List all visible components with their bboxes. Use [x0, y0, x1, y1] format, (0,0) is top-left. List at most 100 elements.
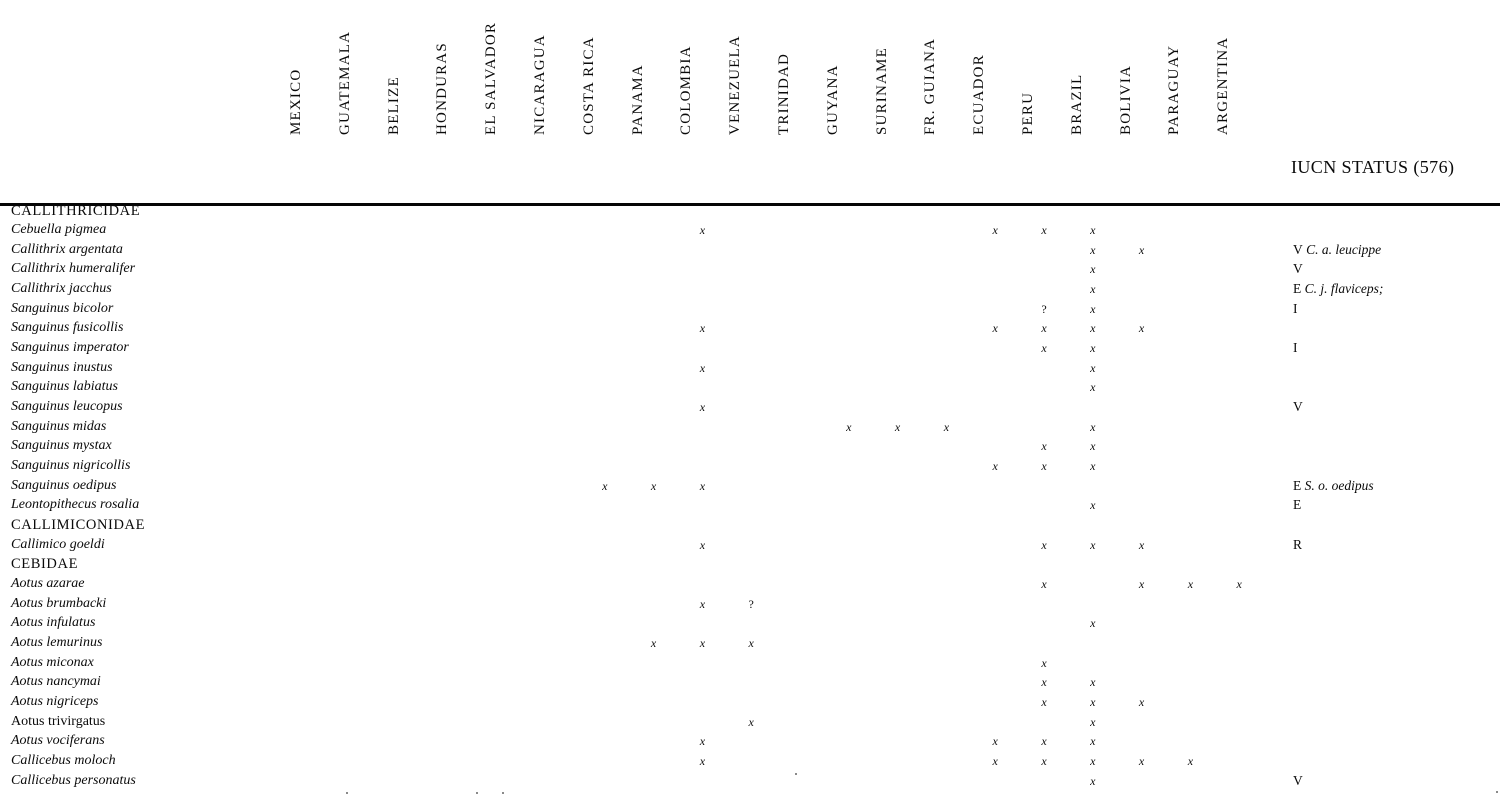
species-name-sanguinus-oedipus: Sanguinus oedipus: [11, 477, 117, 493]
country-header-nicaragua: NICARAGUA: [532, 34, 548, 135]
species-name-aotus-vociferans: Aotus vociferans: [11, 733, 105, 749]
uncertain-mark-aotus-brumbacki-venezuela: ?: [748, 596, 754, 611]
table-header-rule: [0, 203, 1500, 206]
species-name-sanguinus-mystax: Sanguinus mystax: [11, 438, 112, 454]
species-name-aotus-miconax: Aotus miconax: [11, 654, 94, 670]
family-name-cebidae: CEBIDAE: [11, 556, 79, 573]
iucn-status-code: I: [1293, 340, 1298, 356]
country-header-peru: PERU: [1020, 91, 1036, 135]
presence-mark-aotus-infulatus-brazil: x: [1090, 616, 1096, 631]
presence-mark-sanguinus-midas-suriname: x: [894, 419, 901, 434]
presence-mark-sanguinus-labiatus-brazil: x: [1090, 380, 1096, 395]
species-name-aotus-nancymai: Aotus nancymai: [11, 674, 101, 690]
presence-mark-aotus-nigriceps-brazil: x: [1090, 695, 1096, 709]
presence-mark-cebuella-pigmea-peru: x: [1041, 223, 1047, 238]
presence-mark-aotus-lemurinus-venezuela: x: [748, 636, 754, 651]
presence-mark-sanguinus-midas-fr-guiana: x: [943, 419, 950, 434]
country-header-guatemala: GUATEMALA: [336, 30, 353, 135]
species-name-aotus-nigriceps: Aotus nigriceps: [11, 694, 99, 709]
country-header-argentina: ARGENTINA: [1215, 36, 1232, 135]
species-name-sanguinus-fusicollis: Sanguinus fusicollis: [11, 320, 124, 336]
iucn-status-code: E: [1293, 497, 1302, 513]
presence-mark-leontopithecus-rosalia-brazil: x: [1090, 498, 1096, 513]
presence-mark-callicebus-personatus-brazil: x: [1090, 773, 1096, 788]
species-name-aotus-azarae: Aotus azarae: [11, 576, 85, 592]
species-name-sanguinus-nigricollis: Sanguinus nigricollis: [11, 458, 131, 474]
presence-mark-sanguinus-leucopus-colombia: x: [699, 400, 706, 415]
presence-mark-sanguinus-fusicollis-brazil: x: [1090, 321, 1096, 336]
species-name-aotus-infulatus: Aotus infulatus: [11, 615, 96, 631]
species-name-sanguinus-labiatus: Sanguinus labiatus: [11, 379, 118, 395]
presence-mark-callicebus-moloch-brazil: x: [1090, 753, 1096, 768]
presence-mark-sanguinus-inustus-brazil: x: [1090, 360, 1096, 375]
iucn-status-sanguinus-imperator: I: [1293, 340, 1298, 356]
country-header-bolivia: BOLIVIA: [1117, 64, 1134, 135]
country-header-guyana: GUYANA: [824, 64, 841, 135]
presence-mark-callimico-goeldi-brazil: x: [1090, 537, 1096, 552]
species-name-callithrix-jacchus: Callithrix jacchus: [11, 281, 112, 297]
country-header-colombia: COLOMBIA: [678, 45, 695, 135]
iucn-status-code: V: [1293, 772, 1303, 788]
presence-mark-sanguinus-oedipus-costa-rica: x: [602, 478, 608, 493]
presence-mark-callicebus-moloch-ecuador: x: [992, 753, 998, 768]
presence-mark-sanguinus-fusicollis-peru: x: [1041, 321, 1047, 336]
presence-mark-aotus-lemurinus-colombia: x: [699, 636, 706, 651]
presence-mark-callimico-goeldi-bolivia: x: [1138, 537, 1145, 552]
iucn-status-code: E: [1293, 281, 1302, 297]
species-name-callithrix-humeralifer: Callithrix humeralifer: [11, 261, 136, 277]
species-name-aotus-lemurinus: Aotus lemurinus: [11, 635, 103, 651]
family-name-callithricidae: CALLITHRICIDAE: [11, 202, 141, 219]
species-name-sanguinus-leucopus: Sanguinus leucopus: [11, 399, 123, 415]
presence-mark-aotus-brumbacki-colombia: x: [699, 596, 706, 611]
species-name-callicebus-moloch: Callicebus moloch: [11, 752, 116, 768]
presence-mark-callicebus-moloch-colombia: x: [699, 753, 706, 768]
country-header-trinidad: TRINIDAD: [776, 52, 792, 135]
iucn-status-callithrix-jacchus: E C. j. flaviceps;: [1293, 281, 1383, 297]
uncertain-mark-sanguinus-bicolor-peru: ?: [1041, 301, 1047, 316]
species-name-callithrix-argentata: Callithrix argentata: [11, 241, 123, 257]
iucn-status-callicebus-personatus: V: [1293, 773, 1303, 789]
presence-mark-aotus-azarae-paraguay: x: [1187, 577, 1194, 592]
iucn-status-code: V: [1293, 261, 1303, 277]
species-name-aotus-brumbacki: Aotus brumbacki: [11, 595, 107, 611]
country-header-fr-guiana: FR. GUIANA: [922, 37, 939, 135]
presence-mark-aotus-nancymai-brazil: x: [1090, 675, 1096, 690]
presence-mark-sanguinus-fusicollis-colombia: x: [699, 321, 706, 336]
presence-mark-cebuella-pigmea-ecuador: x: [992, 223, 998, 238]
presence-mark-cebuella-pigmea-brazil: x: [1090, 223, 1096, 238]
presence-mark-sanguinus-oedipus-colombia: x: [699, 478, 706, 493]
country-header-costa-rica: COSTA RICA: [580, 36, 597, 135]
species-name-leontopithecus-rosalia: Leontopithecus rosalia: [11, 497, 140, 513]
presence-mark-aotus-lemurinus-panama: x: [650, 636, 657, 651]
presence-mark-aotus-miconax-peru: x: [1041, 655, 1047, 670]
presence-mark-sanguinus-mystax-brazil: x: [1090, 439, 1096, 454]
presence-mark-sanguinus-oedipus-panama: x: [650, 478, 657, 493]
scan-noise-speck: [795, 773, 797, 775]
presence-mark-callicebus-moloch-peru: x: [1041, 753, 1047, 768]
presence-mark-sanguinus-fusicollis-ecuador: x: [992, 321, 998, 336]
species-name-cebuella-pigmea: Cebuella pigmea: [11, 222, 107, 238]
presence-mark-aotus-vociferans-ecuador: x: [992, 734, 998, 749]
species-name-sanguinus-imperator: Sanguinus imperator: [11, 340, 129, 356]
presence-mark-aotus-vociferans-peru: x: [1041, 734, 1047, 749]
presence-mark-aotus-trivirgatus-brazil: x: [1090, 714, 1096, 729]
presence-mark-sanguinus-inustus-colombia: x: [699, 360, 706, 375]
scan-noise-speck: [476, 792, 478, 794]
iucn-status-subspecies-note: S. o. oedipus: [1301, 477, 1374, 493]
presence-mark-aotus-nigriceps-peru: x: [1041, 695, 1047, 709]
country-header-suriname: SURINAME: [873, 47, 890, 135]
country-header-brazil: BRAZIL: [1068, 73, 1085, 135]
presence-mark-aotus-vociferans-colombia: x: [699, 734, 706, 749]
iucn-status-callimico-goeldi: R: [1293, 537, 1302, 553]
country-header-ecuador: ECUADOR: [971, 54, 988, 135]
presence-mark-aotus-nigriceps-bolivia: x: [1138, 695, 1145, 709]
iucn-status-subspecies-note: C. j. flaviceps;: [1301, 281, 1384, 297]
presence-mark-aotus-nancymai-peru: x: [1041, 675, 1047, 690]
species-name-sanguinus-bicolor: Sanguinus bicolor: [11, 300, 114, 316]
scan-noise-speck: [346, 792, 348, 794]
country-header-honduras: HONDURAS: [434, 42, 451, 135]
presence-mark-aotus-azarae-argentina: x: [1236, 577, 1242, 592]
iucn-status-callithrix-humeralifer: V: [1293, 261, 1303, 277]
presence-mark-cebuella-pigmea-colombia: x: [699, 223, 706, 238]
species-name-sanguinus-inustus: Sanguinus inustus: [11, 359, 113, 375]
